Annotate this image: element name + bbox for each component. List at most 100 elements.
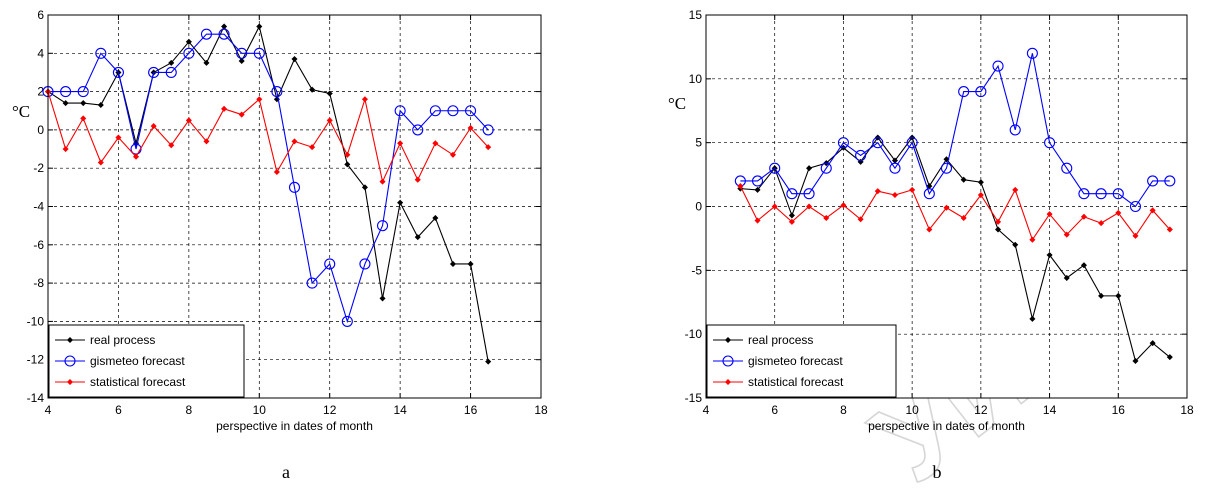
chart-a-series-real-process-point bbox=[185, 38, 192, 45]
chart-b-legend-label-real-process: real process bbox=[748, 333, 813, 347]
chart-b-caption: b bbox=[933, 462, 942, 482]
chart-a-series-gismeteo-forecast-point bbox=[77, 86, 89, 98]
chart-b-series-statistical-forecast-point bbox=[891, 191, 898, 199]
chart-b-series-statistical-forecast-line bbox=[739, 185, 1171, 241]
chart-b-series-real-process-point bbox=[1166, 354, 1173, 361]
chart-b-series-statistical-forecast-point bbox=[926, 226, 933, 233]
chart-b-ytick-label: -10 bbox=[685, 327, 703, 341]
chart-b-xtick-label: 4 bbox=[703, 403, 710, 417]
chart-b-series-gismeteo-forecast-point bbox=[803, 188, 815, 200]
chart-a-series-real-process-point bbox=[238, 57, 245, 64]
chart-b-y-axis-unit: °C bbox=[668, 94, 686, 113]
chart-a-ytick-label: -8 bbox=[33, 276, 44, 290]
chart-a-series-gismeteo-forecast-point bbox=[288, 181, 301, 193]
chart-a-xtick-label: 16 bbox=[464, 403, 478, 417]
chart-b-ytick-label: -5 bbox=[691, 263, 702, 277]
chart-a-series-statistical-forecast-point bbox=[291, 138, 298, 145]
chart-a-series-gismeteo-forecast-point bbox=[429, 105, 441, 117]
chart-b-series-gismeteo-forecast-point bbox=[1095, 188, 1107, 200]
chart-a-xtick-label: 10 bbox=[253, 403, 267, 417]
chart-b-series-real-process-point bbox=[1115, 292, 1122, 299]
chart-a-series-gismeteo-forecast-point bbox=[376, 220, 389, 232]
chart-a-x-axis-label: perspective in dates of month bbox=[216, 419, 373, 433]
chart-b-series-statistical-forecast-point bbox=[788, 218, 795, 225]
chart-b-series-gismeteo-forecast-point bbox=[855, 149, 867, 161]
chart-b-series-real-process-point bbox=[1132, 357, 1139, 365]
chart-b-x-axis-label: perspective in dates of month bbox=[868, 419, 1025, 433]
chart-a-series-statistical-forecast-point bbox=[150, 123, 157, 130]
chart-b-series-gismeteo-forecast-point bbox=[889, 162, 901, 174]
chart-b-xtick-label: 8 bbox=[840, 403, 847, 417]
chart-a-series-real-process-point bbox=[97, 101, 104, 109]
chart-b-ytick-label: 0 bbox=[695, 200, 702, 214]
chart-a-xtick-label: 8 bbox=[186, 403, 193, 417]
chart-b-legend-marker-statistical-forecast bbox=[724, 378, 732, 386]
chart-b-series-gismeteo-forecast-point bbox=[1164, 175, 1176, 187]
chart-a-series-statistical-forecast-point bbox=[309, 144, 316, 151]
chart-b-xtick-label: 14 bbox=[1043, 403, 1057, 417]
chart-b-xtick-label: 18 bbox=[1180, 403, 1194, 417]
chart-a-xtick-label: 6 bbox=[115, 403, 122, 417]
chart-a-xtick-label: 18 bbox=[534, 403, 548, 417]
chart-b-series-statistical-forecast-point bbox=[1012, 186, 1019, 193]
chart-a-series-gismeteo-forecast-point bbox=[218, 28, 230, 40]
chart-b: 4 6 8 10 12 14 16 18 -15 -10 -5 0 5 10 15 real process g… bbox=[668, 8, 1194, 482]
chart-a-series-statistical-forecast-point bbox=[221, 105, 228, 112]
chart-b-series-real-process-point bbox=[754, 186, 761, 193]
chart-b-series-gismeteo-forecast-point bbox=[820, 162, 832, 174]
chart-a-series-gismeteo-forecast-line bbox=[48, 33, 489, 324]
chart-a-xtick-label: 14 bbox=[393, 403, 407, 417]
chart-b-series-gismeteo-forecast-point bbox=[958, 86, 970, 98]
chart-a-legend-label-gismeteo-forecast: gismeteo forecast bbox=[90, 354, 185, 368]
chart-b-series-real-process-point bbox=[788, 212, 795, 219]
chart-a-series-statistical-forecast-point bbox=[467, 124, 474, 132]
chart-a-series-real-process-point bbox=[203, 59, 210, 66]
chart-b-series-statistical-forecast-point bbox=[960, 214, 967, 222]
chart-b-series-real-process-point bbox=[1149, 340, 1156, 347]
chart-a-axes-frame bbox=[47, 14, 542, 399]
chart-a-series-gismeteo-forecast-point bbox=[341, 315, 353, 327]
chart-a-series-statistical-forecast-point bbox=[379, 178, 386, 185]
chart-b-xtick-label: 6 bbox=[771, 403, 778, 417]
chart-a-series-statistical-forecast-point bbox=[62, 146, 69, 153]
chart-a-series-real-process-point bbox=[361, 184, 368, 191]
chart-b-series-gismeteo-forecast-point bbox=[1044, 137, 1056, 149]
chart-a-series-gismeteo-forecast-point bbox=[447, 105, 459, 117]
chart-b-series-statistical-forecast-point bbox=[754, 217, 761, 224]
chart-a-series-real-process-point bbox=[291, 56, 298, 63]
chart-a-series-statistical-forecast-point bbox=[449, 151, 456, 158]
chart-b-xtick-label: 10 bbox=[905, 403, 919, 417]
chart-a-series-gismeteo-forecast-point bbox=[482, 124, 494, 136]
chart-b-series-gismeteo-forecast-point bbox=[1147, 175, 1159, 187]
chart-a-ytick-label: -10 bbox=[27, 314, 45, 328]
chart-a-series-gismeteo-forecast-point bbox=[306, 277, 318, 289]
chart-a-series-real-process-point bbox=[397, 199, 404, 206]
chart-a-series-statistical-forecast-point bbox=[115, 134, 122, 141]
chart-b-series-gismeteo-forecast-point bbox=[906, 137, 918, 149]
chart-a-series-gismeteo-forecast-point bbox=[148, 66, 160, 78]
chart-a-series-gismeteo-forecast-point bbox=[394, 105, 406, 117]
chart-a-series-statistical-forecast-point bbox=[168, 142, 175, 149]
chart-a-ytick-label: -14 bbox=[27, 391, 45, 405]
chart-a-series-real-process-point bbox=[467, 260, 474, 267]
chart-b-xtick-label: 12 bbox=[974, 403, 988, 417]
chart-b-series-statistical-forecast-point bbox=[1166, 226, 1173, 233]
chart-a-series-statistical-forecast-point bbox=[133, 153, 140, 160]
chart-b-series-gismeteo-forecast-point bbox=[1009, 124, 1021, 136]
chart-b-ytick-label: -15 bbox=[685, 391, 703, 405]
chart-a-ytick-label: 2 bbox=[37, 85, 44, 99]
chart-b-series-real-process-point bbox=[1098, 292, 1105, 299]
chart-a-series-gismeteo-forecast-point bbox=[60, 86, 72, 98]
chart-a-series-statistical-forecast-point bbox=[256, 96, 263, 103]
chart-a-series-gismeteo-forecast-point bbox=[359, 258, 371, 270]
chart-b-series-real-process-point bbox=[995, 226, 1002, 233]
chart-a-xtick-label: 12 bbox=[323, 403, 337, 417]
chart-b-series-gismeteo-forecast-point bbox=[872, 137, 884, 149]
chart-a-series-gismeteo-forecast-point bbox=[412, 124, 424, 136]
chart-a-series-statistical-forecast-point bbox=[238, 111, 245, 118]
chart-b-series-statistical-forecast-point bbox=[995, 218, 1002, 225]
chart-b-series-gismeteo-forecast-point bbox=[975, 86, 987, 98]
chart-b-series-statistical-forecast-point bbox=[1046, 211, 1053, 218]
chart-a-series-statistical-forecast-point bbox=[432, 140, 439, 147]
